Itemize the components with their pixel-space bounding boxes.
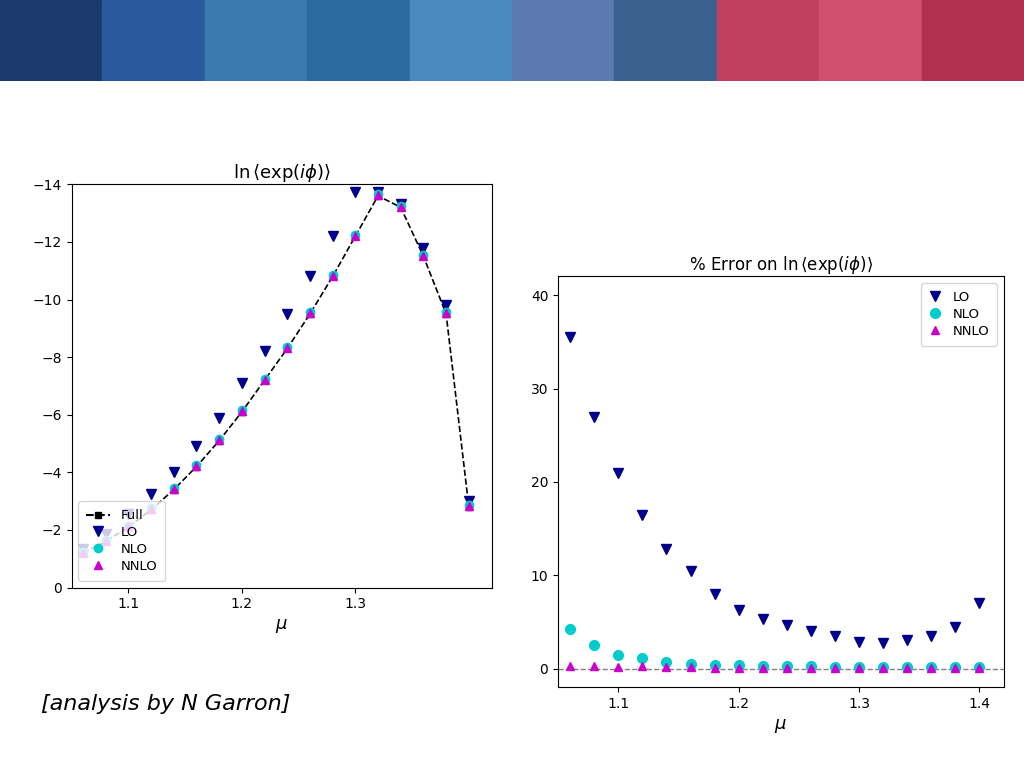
Title: $\%$ Error on $\ln\langle\exp(i\phi)\rangle$: $\%$ Error on $\ln\langle\exp(i\phi)\ran… bbox=[689, 254, 872, 276]
Bar bbox=[717, 0, 819, 81]
Bar bbox=[0, 0, 102, 81]
Bar bbox=[922, 0, 1024, 81]
Bar bbox=[819, 0, 922, 81]
Bar bbox=[512, 0, 614, 81]
Bar bbox=[102, 0, 205, 81]
Text: Extended cumulant approach: Extended cumulant approach bbox=[9, 104, 561, 137]
Bar bbox=[307, 0, 410, 81]
Title: $\ln\langle\exp(i\phi)\rangle$: $\ln\langle\exp(i\phi)\rangle$ bbox=[232, 162, 331, 184]
Text: [analysis by N Garron]: [analysis by N Garron] bbox=[41, 694, 291, 714]
X-axis label: $\mu$: $\mu$ bbox=[774, 717, 787, 735]
X-axis label: $\mu$: $\mu$ bbox=[275, 617, 288, 635]
Legend: Full, LO, NLO, NNLO: Full, LO, NLO, NNLO bbox=[78, 502, 165, 581]
Legend: LO, NLO, NNLO: LO, NLO, NNLO bbox=[921, 283, 997, 346]
Bar bbox=[205, 0, 307, 81]
Bar bbox=[614, 0, 717, 81]
Bar bbox=[410, 0, 512, 81]
